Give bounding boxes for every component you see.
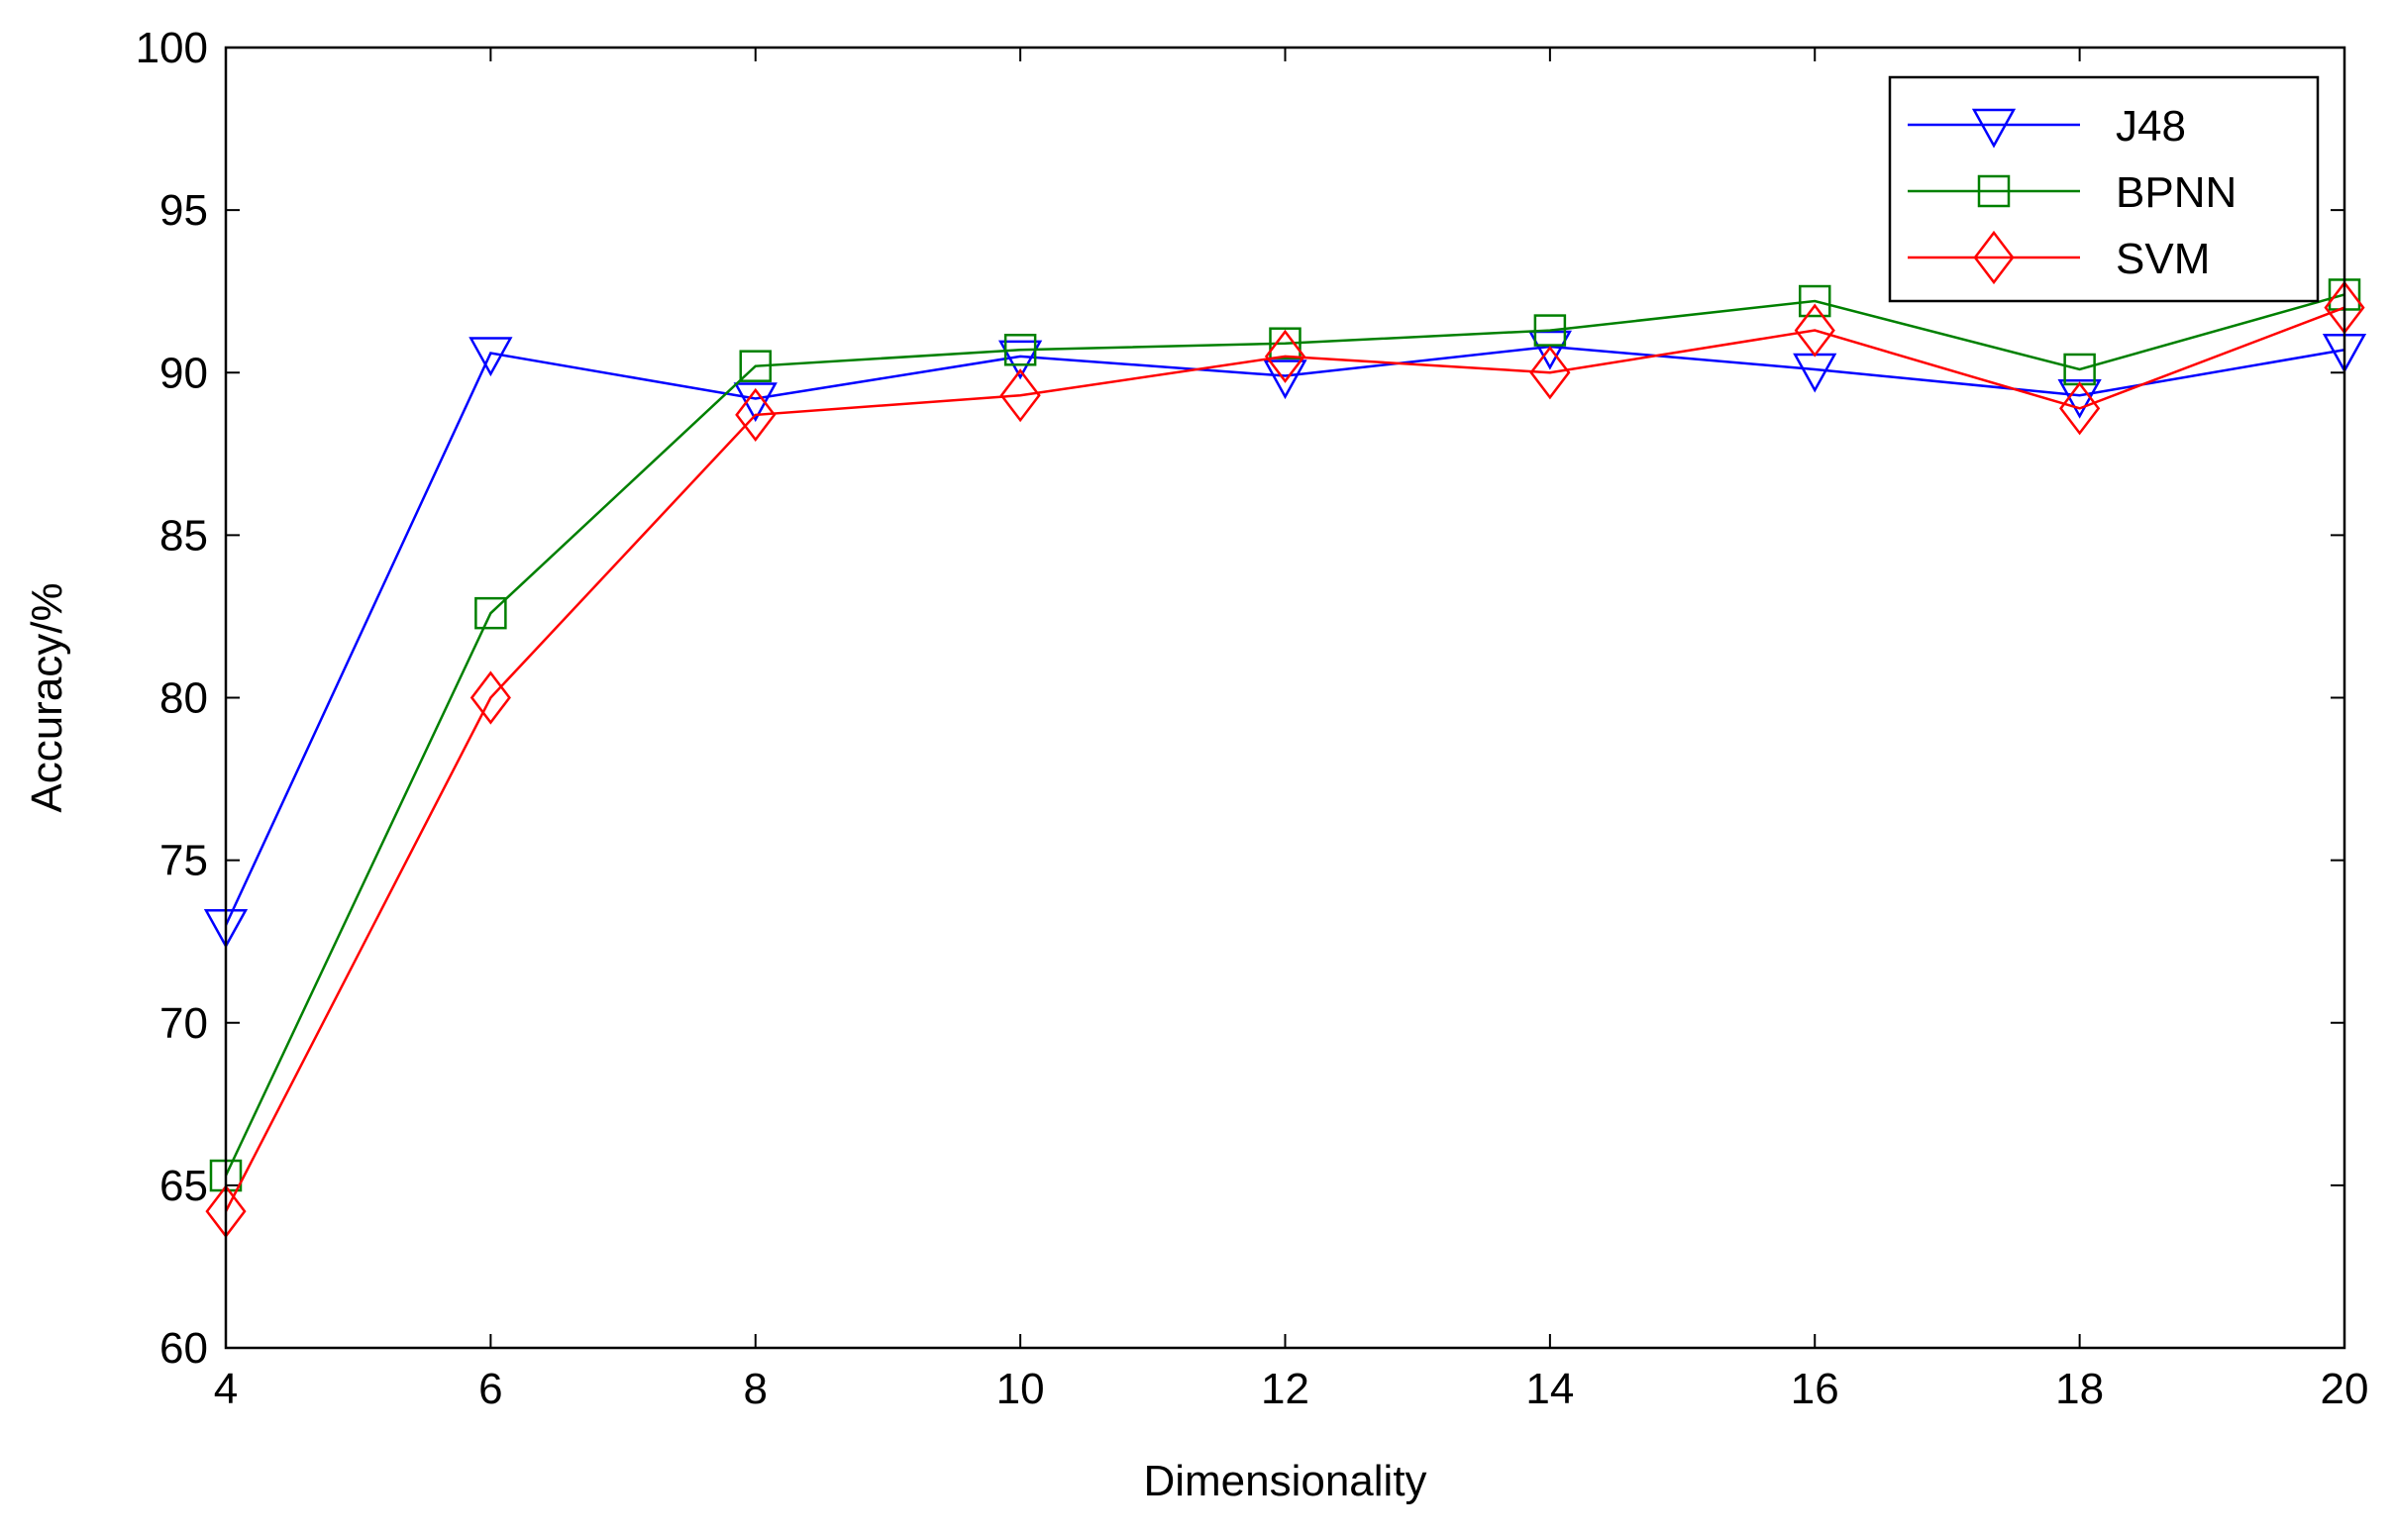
x-tick-label: 4 [214,1365,238,1413]
x-tick-label: 20 [2321,1365,2369,1413]
data-point [1533,314,1567,347]
y-tick-label: 60 [159,1324,208,1373]
x-tick-label: 18 [2055,1365,2104,1413]
data-point [1527,330,1572,370]
data-point [1003,334,1037,366]
x-tick-label: 8 [744,1365,768,1413]
y-tick-label: 95 [159,186,208,235]
legend: J48 BPNN SVM [1888,75,2320,303]
legend-item: J48 [1908,102,2186,151]
y-tick-label: 65 [159,1162,208,1210]
data-point [1794,303,1835,358]
plot-frame [224,46,2346,1350]
series-svm [205,280,2365,1239]
x-tick-label: 16 [1791,1365,1839,1413]
legend-box [1888,75,2320,303]
legend-item: SVM [1908,230,2210,285]
legend-item: BPNN [1908,168,2237,217]
x-tick-label: 6 [478,1365,502,1413]
y-tick-label: 85 [159,511,208,560]
data-point [2059,381,2101,436]
legend-label: J48 [2116,102,2186,151]
data-point [1264,329,1306,383]
data-point [735,387,777,442]
series-layer [203,278,2367,1239]
series-line [224,293,2345,1177]
series-j48 [203,330,2367,949]
data-point [1529,346,1571,400]
series-line [224,345,2345,926]
data-point [1269,327,1301,359]
series-line [224,306,2345,1212]
series-bpnn [209,278,2361,1192]
data-point [1263,359,1307,400]
data-point [739,350,772,382]
legend-marker [1977,174,2011,208]
x-tick-label: 14 [1525,1365,1574,1413]
legend-label: BPNN [2116,168,2237,217]
legend-marker [1971,108,2017,149]
data-point [469,670,511,725]
data-point [998,340,1043,380]
y-tick-label: 90 [159,349,208,397]
data-point [999,368,1041,423]
y-tick-label: 75 [159,837,208,885]
x-axis-label: Dimensionality [1143,1457,1426,1505]
data-point [2057,378,2102,419]
axis-ticks: 4 6 8 10 12 14 16 18 20 60 65 70 75 80 85 90 95 100 [136,24,2369,1413]
x-tick-label: 12 [1261,1365,1309,1413]
data-point [468,337,513,377]
legend-marker [1973,230,2015,285]
legend-label: SVM [2116,235,2210,283]
y-tick-label: 70 [159,999,208,1048]
y-axis-label: Accuracy/% [23,582,71,812]
data-point [1799,284,1831,318]
data-point [1793,353,1837,393]
y-tick-label: 100 [136,24,208,72]
x-tick-label: 10 [996,1365,1045,1413]
y-tick-label: 80 [159,674,208,723]
data-point [474,596,507,630]
